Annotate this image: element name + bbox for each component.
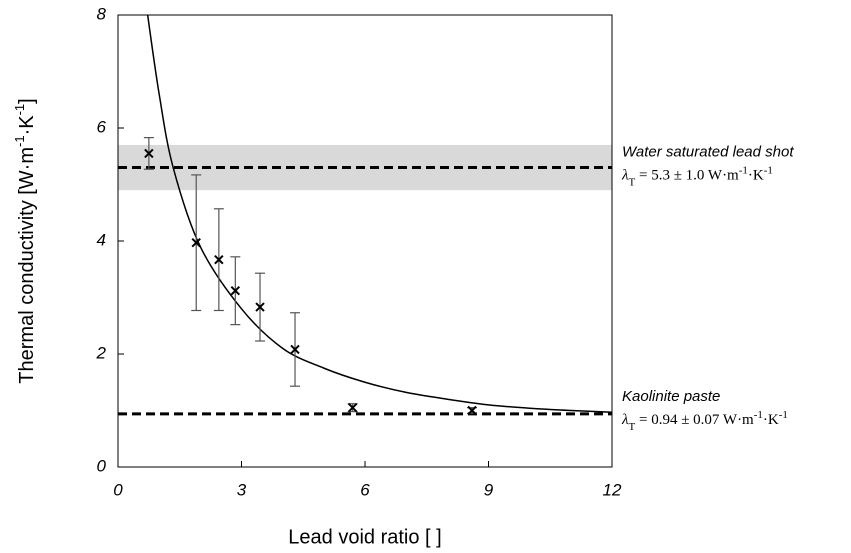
annotation-formula-part: ·K: [748, 168, 764, 184]
annotation-formula-part: -1: [754, 408, 763, 420]
annotation-formula-part: = 0.94 ± 0.07 W·m: [635, 412, 754, 428]
y-tick-label: 4: [97, 230, 106, 249]
data-point: [467, 405, 477, 416]
data-point: [191, 237, 201, 248]
y-axis-title: Thermal conductivity [W·m-1·K-1]: [12, 98, 38, 383]
x-axis-title: Lead void ratio [ ]: [288, 526, 441, 548]
annotation-formula: λT = 0.94 ± 0.07 W·m-1·K-1: [621, 408, 788, 432]
annotation-formula-part: = 5.3 ± 1.0 W·m: [635, 168, 739, 184]
x-tick-label: 3: [237, 480, 247, 499]
x-tick-label: 9: [484, 480, 494, 499]
y-tick-label: 8: [97, 4, 107, 23]
annotation-formula-part: λ: [621, 168, 629, 184]
annotation-formula-part: T: [629, 176, 636, 188]
x-tick-label: 0: [113, 480, 123, 499]
annotation-formula-part: -1: [739, 164, 748, 176]
fit-curve: [146, 14, 613, 413]
annotation-title: Water saturated lead shot: [622, 144, 794, 161]
plot-frame: [117, 14, 613, 468]
y-axis-title-part: Thermal conductivity [W·m: [16, 147, 38, 384]
y-axis-title-part: ]: [16, 98, 38, 104]
y-axis-title-part: -1: [12, 104, 27, 116]
y-tick-label: 2: [96, 343, 107, 362]
y-axis-title-part: -1: [12, 135, 27, 147]
data-point: [214, 254, 224, 265]
data-point: [230, 286, 241, 296]
y-tick-label: 6: [97, 117, 107, 136]
annotation-formula: λT = 5.3 ± 1.0 W·m-1·K-1: [621, 164, 773, 188]
annotation-formula-part: -1: [779, 408, 788, 420]
y-tick-label: 0: [97, 456, 107, 475]
x-tick-label: 12: [603, 480, 622, 499]
data-point: [255, 302, 265, 312]
annotation-formula-part: ·K: [763, 412, 779, 428]
data-point: [290, 344, 300, 355]
annotation-formula-part: T: [629, 420, 636, 432]
x-tick-label: 6: [360, 480, 370, 499]
y-axis-title-part: ·K: [16, 115, 38, 136]
data-point: [144, 148, 154, 159]
annotation-formula-part: λ: [621, 412, 629, 428]
annotation-title: Kaolinite paste: [622, 388, 720, 405]
annotation-formula-part: -1: [764, 164, 773, 176]
data-point: [347, 402, 358, 413]
